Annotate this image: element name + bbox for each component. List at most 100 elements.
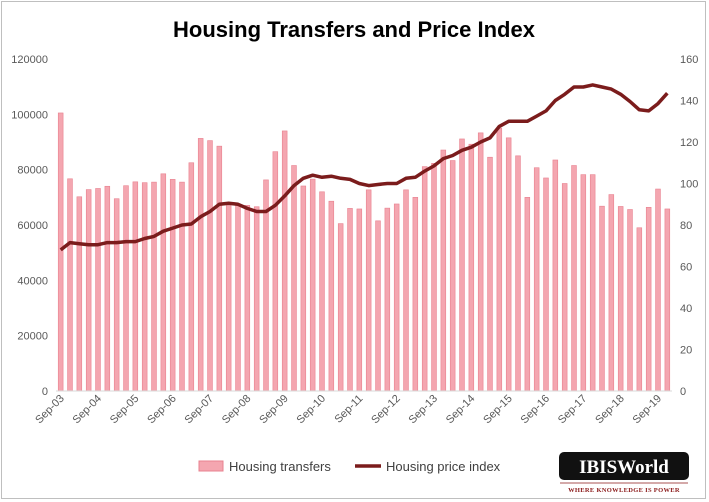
x-axis-tick-label: Sep-15: [481, 393, 515, 427]
x-axis: Sep-03 Sep-04 Sep-05 Sep-06 Sep-07 Sep-08 Sep-…: [33, 393, 664, 427]
transfers-bar: [664, 208, 671, 392]
right-axis-tick-label: 120: [680, 137, 698, 149]
transfers-bar: [552, 159, 559, 392]
x-axis-tick-label: Sep-08: [220, 393, 254, 427]
x-axis-tick-label: Sep-17: [556, 393, 590, 427]
transfers-bar: [160, 173, 167, 392]
left-axis-tick-label: 20000: [17, 331, 48, 343]
transfers-bar: [412, 197, 419, 392]
transfers-bar: [253, 206, 260, 392]
right-axis-tick-label: 20: [680, 345, 692, 357]
x-axis-tick-label: Sep-18: [593, 393, 627, 427]
ibisworld-logo: IBISWorld WHERE KNOWLEDGE IS POWER: [559, 452, 689, 494]
transfers-bar: [655, 188, 661, 392]
transfers-bar: [589, 174, 596, 392]
bar-series: [57, 112, 671, 392]
right-axis-tick-label: 80: [680, 220, 692, 232]
transfers-bar: [543, 177, 549, 392]
transfers-bar: [515, 155, 521, 392]
transfers-bar: [393, 203, 400, 392]
transfers-bar: [328, 200, 335, 392]
transfers-bar: [95, 188, 101, 392]
transfers-bar: [356, 208, 363, 392]
left-axis-tick-label: 100000: [11, 109, 48, 121]
transfers-bar: [281, 130, 288, 392]
legend-label-transfers: Housing transfers: [229, 459, 331, 474]
transfers-bar: [169, 179, 176, 392]
transfers-bar: [225, 205, 232, 392]
transfers-bar: [384, 207, 391, 392]
x-axis-tick-label: Sep-16: [519, 393, 553, 427]
right-axis-tick-label: 40: [680, 303, 692, 315]
transfers-bar: [599, 205, 605, 392]
x-axis-tick-label: Sep-05: [108, 393, 142, 427]
legend-swatch-transfers: [198, 460, 224, 472]
transfers-bar: [244, 205, 251, 392]
price-index-line: [59, 83, 669, 252]
transfers-bar: [505, 137, 512, 392]
left-axis-tick-label: 60000: [17, 220, 48, 232]
transfers-bar: [347, 208, 353, 392]
transfers-bar: [113, 198, 120, 392]
left-axis-tick-label: 40000: [17, 275, 48, 287]
right-axis: 0 20 40 60 80 100 120 140 160: [680, 54, 698, 398]
x-axis-tick-label: Sep-14: [444, 393, 478, 427]
left-axis-tick-label: 120000: [11, 54, 48, 66]
transfers-bar: [431, 163, 437, 392]
x-axis-tick-label: Sep-09: [257, 393, 291, 427]
logo-background: [559, 452, 689, 480]
transfers-bar: [197, 138, 204, 392]
transfers-bar: [468, 143, 475, 392]
right-axis-tick-label: 0: [680, 386, 686, 398]
transfers-bar: [235, 203, 241, 392]
transfers-bar: [76, 196, 83, 392]
transfers-bar: [216, 145, 223, 392]
transfers-bar: [272, 151, 279, 392]
transfers-bar: [104, 185, 111, 392]
x-axis-tick-label: Sep-13: [407, 393, 441, 427]
transfers-bar: [580, 174, 587, 392]
x-axis-tick-label: Sep-10: [295, 393, 329, 427]
transfers-bar: [524, 197, 531, 392]
transfers-bar: [365, 189, 372, 392]
left-axis-tick-label: 0: [42, 386, 48, 398]
transfers-bar: [291, 165, 297, 392]
transfers-bar: [123, 185, 129, 392]
transfers-bar: [636, 227, 643, 392]
transfers-bar: [85, 189, 92, 392]
right-axis-tick-label: 60: [680, 262, 692, 274]
chart-title: Housing Transfers and Price Index: [173, 17, 536, 42]
left-axis: 0 20000 40000 60000 80000 100000 120000: [11, 54, 48, 398]
transfers-bar: [477, 132, 484, 392]
transfers-bar: [617, 206, 624, 392]
transfers-bar: [608, 194, 615, 392]
transfers-bar: [319, 191, 325, 392]
x-axis-tick-label: Sep-06: [145, 393, 179, 427]
legend: Housing transfers Housing price index: [198, 459, 501, 474]
transfers-bar: [375, 220, 381, 392]
x-axis-tick-label: Sep-03: [33, 393, 67, 427]
transfers-bar: [487, 156, 493, 392]
right-axis-tick-label: 160: [680, 54, 698, 66]
transfers-bar: [571, 165, 577, 392]
transfers-bar: [132, 181, 139, 392]
transfers-bar: [188, 162, 195, 392]
transfers-bar: [533, 167, 540, 392]
x-axis-tick-label: Sep-07: [183, 393, 217, 427]
transfers-bar: [421, 166, 428, 392]
transfers-bar: [207, 140, 213, 392]
transfers-bar: [496, 127, 503, 392]
transfers-bar: [309, 178, 316, 392]
legend-label-index: Housing price index: [386, 459, 501, 474]
transfers-bar: [57, 112, 64, 392]
transfers-bar: [300, 185, 307, 392]
left-axis-tick-label: 80000: [17, 165, 48, 177]
x-axis-tick-label: Sep-11: [332, 393, 365, 426]
logo-text: IBISWorld: [579, 457, 669, 478]
logo-tagline: WHERE KNOWLEDGE IS POWER: [568, 487, 680, 494]
transfers-bar: [459, 138, 465, 392]
transfers-bar: [67, 178, 73, 392]
transfers-bar: [141, 182, 148, 392]
transfers-bar: [179, 181, 185, 392]
